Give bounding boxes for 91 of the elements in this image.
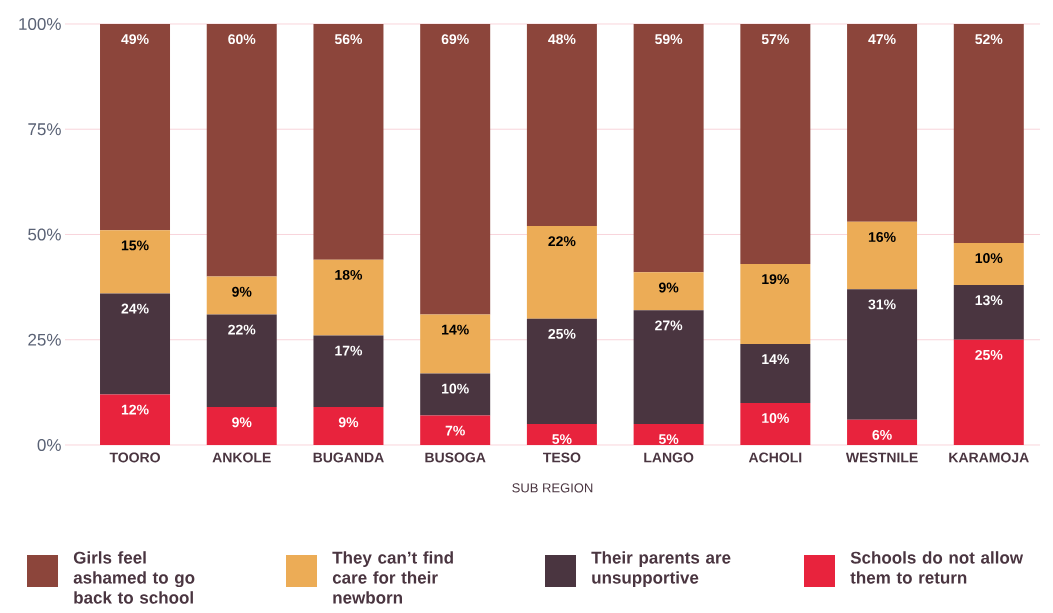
- data-label: 48%: [548, 34, 576, 45]
- data-label: 47%: [868, 34, 896, 45]
- bar: [633, 310, 704, 424]
- bar: [313, 23, 384, 260]
- bar: [740, 402, 811, 445]
- bar: [313, 335, 384, 408]
- data-label: 10%: [762, 413, 789, 423]
- bar: [526, 423, 597, 445]
- bar: [740, 263, 811, 344]
- legend-label: Schools do not allow them to return: [850, 551, 1024, 584]
- x-tick-label: LANGO: [644, 452, 694, 463]
- data-label: 7%: [445, 425, 465, 436]
- bar: [100, 23, 171, 231]
- data-label: 52%: [975, 34, 1003, 45]
- y-tick-label: 0%: [37, 438, 61, 452]
- data-label: 24%: [121, 303, 149, 314]
- bar: [847, 221, 918, 290]
- bar: [206, 407, 277, 445]
- x-tick-label: ANKOLE: [212, 452, 271, 463]
- bar: [206, 314, 277, 408]
- x-tick-label: BUSOGA: [425, 452, 486, 463]
- legend-label: They can’t find care for their newborn: [332, 551, 453, 604]
- data-label: 19%: [762, 274, 789, 285]
- data-label: 14%: [762, 354, 789, 364]
- data-label: 9%: [232, 417, 252, 428]
- data-label: 69%: [441, 34, 469, 45]
- data-label: 12%: [121, 404, 149, 415]
- y-tick-label: 50%: [28, 228, 61, 241]
- bar: [740, 343, 811, 403]
- bar: [206, 276, 277, 315]
- legend-label: Their parents are unsupportive: [591, 551, 731, 588]
- bar: [313, 407, 384, 445]
- bar: [526, 226, 597, 319]
- data-label: 31%: [868, 299, 896, 310]
- bar: [847, 23, 918, 222]
- data-label: 9%: [232, 286, 252, 297]
- bar: [313, 259, 384, 336]
- bar: [740, 23, 811, 264]
- data-label: 9%: [338, 417, 359, 428]
- data-label: 16%: [868, 232, 896, 242]
- bar: [420, 314, 491, 374]
- bar: [100, 293, 171, 395]
- x-tick-label: WESTNILE: [845, 452, 918, 463]
- bar: [420, 415, 491, 445]
- bar: [953, 339, 1024, 445]
- data-label: 59%: [655, 34, 683, 45]
- bar: [526, 318, 597, 424]
- y-tick-label: 25%: [28, 333, 61, 346]
- bar: [953, 285, 1024, 340]
- x-tick-label: TESO: [543, 452, 581, 463]
- data-label: 25%: [975, 349, 1003, 360]
- y-tick-label: 100%: [19, 17, 61, 31]
- x-tick-label: ACHOLI: [748, 452, 802, 463]
- data-label: 9%: [658, 282, 679, 293]
- bar: [526, 23, 597, 227]
- data-label: 49%: [121, 34, 149, 45]
- data-label: 25%: [548, 328, 576, 339]
- data-label: 27%: [655, 320, 683, 331]
- bar: [633, 272, 704, 311]
- data-label: 56%: [334, 34, 363, 45]
- data-label: 5%: [658, 434, 679, 445]
- x-tick-label: TOORO: [109, 452, 160, 463]
- bar: [847, 419, 918, 445]
- bar: [633, 23, 704, 273]
- bar: [420, 23, 491, 315]
- data-label: 15%: [121, 240, 149, 251]
- x-tick-label: BUGANDA: [313, 452, 384, 463]
- data-label: 13%: [975, 295, 1003, 306]
- bar: [206, 23, 277, 277]
- bar: [100, 230, 171, 294]
- legend-label: Girls feel ashamed to go back to school: [73, 551, 195, 604]
- x-axis-title: SUB REGION: [512, 483, 593, 493]
- bar: [847, 289, 918, 420]
- data-label: 10%: [975, 253, 1003, 264]
- data-label: 60%: [228, 34, 256, 45]
- bar: [953, 242, 1024, 286]
- data-label: 17%: [335, 345, 363, 356]
- bar: [420, 373, 491, 416]
- data-label: 22%: [228, 324, 256, 335]
- data-label: 10%: [442, 383, 469, 394]
- bar: [633, 423, 704, 445]
- data-label: 6%: [872, 429, 892, 440]
- bar: [953, 23, 1024, 243]
- data-label: 22%: [548, 236, 576, 247]
- y-tick-label: 75%: [28, 123, 61, 136]
- x-tick-label: KARAMOJA: [949, 452, 1029, 463]
- bar: [100, 394, 171, 445]
- data-label: 57%: [761, 34, 789, 45]
- data-label: 18%: [335, 269, 363, 280]
- data-label: 5%: [552, 434, 572, 445]
- data-label: 14%: [442, 324, 469, 335]
